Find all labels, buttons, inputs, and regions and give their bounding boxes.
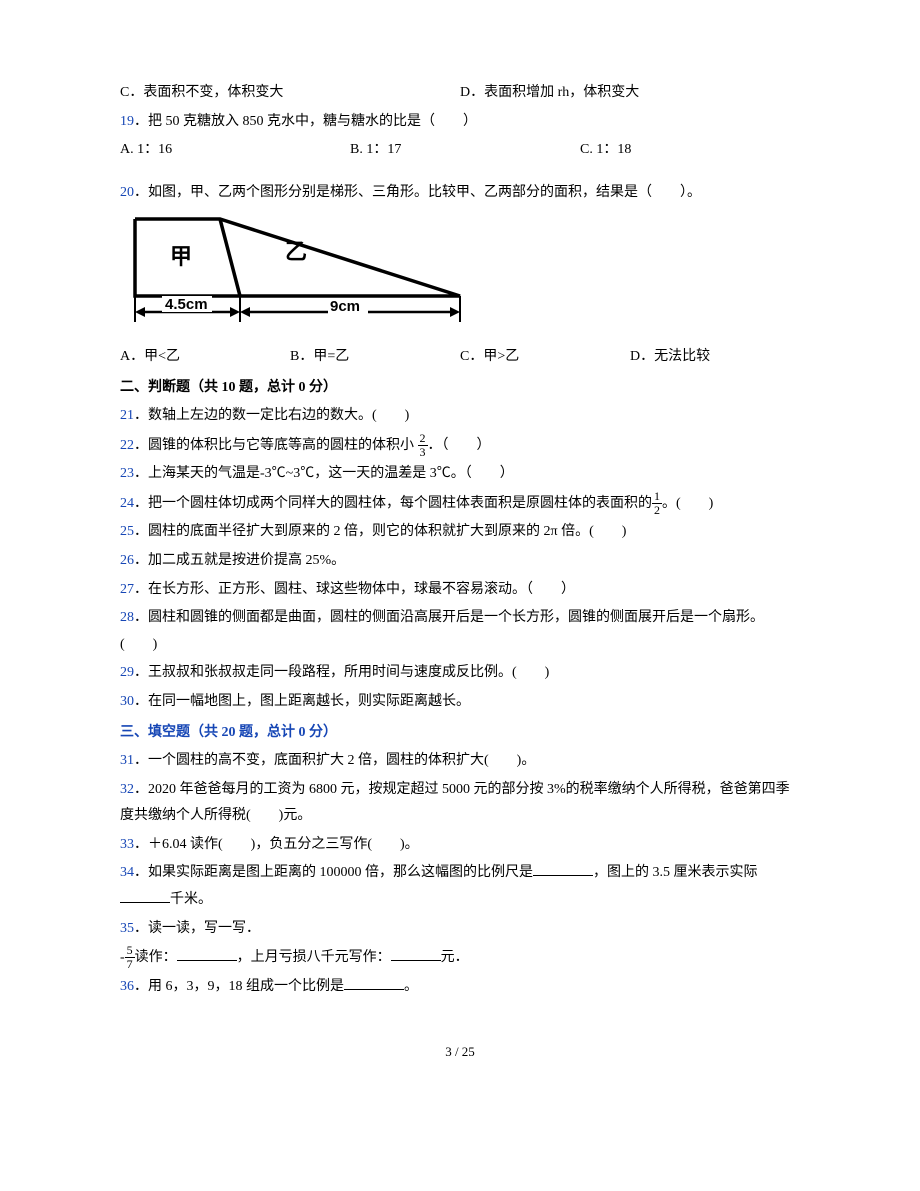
q31-text: ．一个圆柱的高不变，底面积扩大 2 倍，圆柱的体积扩大( )。 bbox=[134, 753, 535, 768]
q35-text: ．读一读，写一写． bbox=[134, 921, 260, 936]
trapezoid-triangle-svg: 甲 乙 4.5cm 4.5cm 9cm bbox=[120, 214, 470, 329]
q24-num: 24 bbox=[120, 496, 134, 511]
q34-blank-1 bbox=[533, 862, 593, 876]
q36-blank bbox=[344, 976, 404, 990]
q27: 27．在长方形、正方形、圆柱、球这些物体中，球最不容易滚动。（ ） bbox=[120, 577, 800, 604]
q23: 23．上海某天的气温是-3℃~3℃，这一天的温差是 3℃。（ ） bbox=[120, 461, 800, 488]
q36-text-after: 。 bbox=[404, 979, 418, 994]
q19-opt-b: B. 1：17 bbox=[350, 137, 580, 164]
q22-text-after: ．（ ） bbox=[428, 438, 491, 453]
q22-num: 22 bbox=[120, 438, 134, 453]
q20-opt-c: C．甲>乙 bbox=[460, 344, 630, 371]
q30-text: ．在同一幅地图上，图上距离越长，则实际距离越长。 bbox=[134, 694, 470, 709]
q35: 35．读一读，写一写． bbox=[120, 916, 800, 943]
q25-text: ．圆柱的底面半径扩大到原来的 2 倍，则它的体积就扩大到原来的 2π 倍。( ) bbox=[134, 524, 626, 539]
q20-diagram: 甲 乙 4.5cm 4.5cm 9cm bbox=[120, 214, 800, 340]
q19-num: 19 bbox=[120, 114, 134, 129]
q20-opt-b: B．甲=乙 bbox=[290, 344, 460, 371]
q28-num: 28 bbox=[120, 610, 134, 625]
q35-line2: -57读作：，上月亏损八千元写作：元． bbox=[120, 944, 800, 972]
q28: 28．圆柱和圆锥的侧面都是曲面，圆柱的侧面沿高展开后是一个长方形，圆锥的侧面展开… bbox=[120, 605, 800, 658]
dim-right: 9cm bbox=[330, 298, 360, 315]
q20-num: 20 bbox=[120, 185, 134, 200]
q36: 36．用 6，3，9，18 组成一个比例是 。 bbox=[120, 974, 800, 1001]
q24-text-before: ．把一个圆柱体切成两个同样大的圆柱体，每个圆柱体表面积是原圆柱体的表面积的 bbox=[134, 496, 652, 511]
q20-opt-a: A．甲<乙 bbox=[120, 344, 290, 371]
q20-options: A．甲<乙 B．甲=乙 C．甲>乙 D．无法比较 bbox=[120, 344, 800, 371]
q31-num: 31 bbox=[120, 753, 134, 768]
label-yi: 乙 bbox=[285, 239, 307, 264]
q20-text: ．如图，甲、乙两个图形分别是梯形、三角形。比较甲、乙两部分的面积，结果是（ ）。 bbox=[134, 185, 701, 200]
q32-text: ．2020 年爸爸每月的工资为 6800 元，按规定超过 5000 元的部分按 … bbox=[120, 782, 790, 824]
q18-opt-d: D．表面积增加 rh，体积变大 bbox=[460, 80, 639, 107]
q33-num: 33 bbox=[120, 837, 134, 852]
q34-text-before: ．如果实际距离是图上距离的 100000 倍，那么这幅图的比例尺是 bbox=[134, 865, 533, 880]
q22: 22．圆锥的体积比与它等底等高的圆柱的体积小 23．（ ） bbox=[120, 432, 800, 460]
q32: 32．2020 年爸爸每月的工资为 6800 元，按规定超过 5000 元的部分… bbox=[120, 777, 800, 830]
q19-opt-c: C. 1：18 bbox=[580, 137, 760, 164]
q34-text-mid: ，图上的 3.5 厘米表示实际 bbox=[593, 865, 758, 880]
q24-fraction: 12 bbox=[652, 490, 662, 517]
svg-text:4.5cm: 4.5cm bbox=[165, 296, 208, 313]
q34-text-after: 千米。 bbox=[170, 892, 212, 907]
q24-text-after: 。( ) bbox=[662, 496, 713, 511]
q21-text: ．数轴上左边的数一定比右边的数大。( ) bbox=[134, 408, 409, 423]
q34-num: 34 bbox=[120, 865, 134, 880]
q34: 34．如果实际距离是图上距离的 100000 倍，那么这幅图的比例尺是 ，图上的 … bbox=[120, 860, 800, 913]
q19-text: ．把 50 克糖放入 850 克水中，糖与糖水的比是（ ） bbox=[134, 114, 477, 129]
q35-fraction: 57 bbox=[125, 944, 135, 971]
q29-num: 29 bbox=[120, 665, 134, 680]
q35-mid1: 读作： bbox=[135, 950, 177, 965]
label-jia: 甲 bbox=[170, 244, 192, 269]
q29: 29．王叔叔和张叔叔走同一段路程，所用时间与速度成反比例。( ) bbox=[120, 660, 800, 687]
q33-text: ．＋6.04 读作( )，负五分之三写作( )。 bbox=[134, 837, 419, 852]
q18-opt-c: C．表面积不变，体积变大 bbox=[120, 80, 460, 107]
q25-num: 25 bbox=[120, 524, 134, 539]
q25: 25．圆柱的底面半径扩大到原来的 2 倍，则它的体积就扩大到原来的 2π 倍。(… bbox=[120, 519, 800, 546]
q35-num: 35 bbox=[120, 921, 134, 936]
q23-num: 23 bbox=[120, 466, 134, 481]
q20: 20．如图，甲、乙两个图形分别是梯形、三角形。比较甲、乙两部分的面积，结果是（ … bbox=[120, 180, 800, 207]
q27-num: 27 bbox=[120, 582, 134, 597]
q18-options-cd: C．表面积不变，体积变大 D．表面积增加 rh，体积变大 bbox=[120, 80, 800, 107]
q32-num: 32 bbox=[120, 782, 134, 797]
q26-text: ．加二成五就是按进价提高 25%。 bbox=[134, 553, 345, 568]
q21-num: 21 bbox=[120, 408, 134, 423]
section-2-title: 二、判断题（共 10 题，总计 0 分） bbox=[120, 375, 800, 402]
page-number: 3 / 25 bbox=[120, 1040, 800, 1065]
q24: 24．把一个圆柱体切成两个同样大的圆柱体，每个圆柱体表面积是原圆柱体的表面积的1… bbox=[120, 490, 800, 518]
q26: 26．加二成五就是按进价提高 25%。 bbox=[120, 548, 800, 575]
q31: 31．一个圆柱的高不变，底面积扩大 2 倍，圆柱的体积扩大( )。 bbox=[120, 748, 800, 775]
q22-text-before: ．圆锥的体积比与它等底等高的圆柱的体积小 bbox=[134, 438, 414, 453]
q19-opt-a: A. 1：16 bbox=[120, 137, 350, 164]
q34-blank-2 bbox=[120, 889, 170, 903]
q28-text: ．圆柱和圆锥的侧面都是曲面，圆柱的侧面沿高展开后是一个长方形，圆锥的侧面展开后是… bbox=[120, 610, 764, 652]
q22-fraction: 23 bbox=[418, 432, 428, 459]
q26-num: 26 bbox=[120, 553, 134, 568]
q19: 19．把 50 克糖放入 850 克水中，糖与糖水的比是（ ） bbox=[120, 109, 800, 136]
q35-mid2: ，上月亏损八千元写作： bbox=[237, 950, 391, 965]
q21: 21．数轴上左边的数一定比右边的数大。( ) bbox=[120, 403, 800, 430]
section-3-title: 三、填空题（共 20 题，总计 0 分） bbox=[120, 720, 800, 747]
q27-text: ．在长方形、正方形、圆柱、球这些物体中，球最不容易滚动。（ ） bbox=[134, 582, 575, 597]
q36-text-before: ．用 6，3，9，18 组成一个比例是 bbox=[134, 979, 344, 994]
q36-num: 36 bbox=[120, 979, 134, 994]
q23-text: ．上海某天的气温是-3℃~3℃，这一天的温差是 3℃。（ ） bbox=[134, 466, 514, 481]
q35-blank-2 bbox=[391, 947, 441, 961]
q33: 33．＋6.04 读作( )，负五分之三写作( )。 bbox=[120, 832, 800, 859]
q35-after: 元． bbox=[441, 950, 469, 965]
q19-options: A. 1：16 B. 1：17 C. 1：18 bbox=[120, 137, 800, 164]
q30: 30．在同一幅地图上，图上距离越长，则实际距离越长。 bbox=[120, 689, 800, 716]
q30-num: 30 bbox=[120, 694, 134, 709]
q20-opt-d: D．无法比较 bbox=[630, 344, 800, 371]
q29-text: ．王叔叔和张叔叔走同一段路程，所用时间与速度成反比例。( ) bbox=[134, 665, 549, 680]
q35-blank-1 bbox=[177, 947, 237, 961]
